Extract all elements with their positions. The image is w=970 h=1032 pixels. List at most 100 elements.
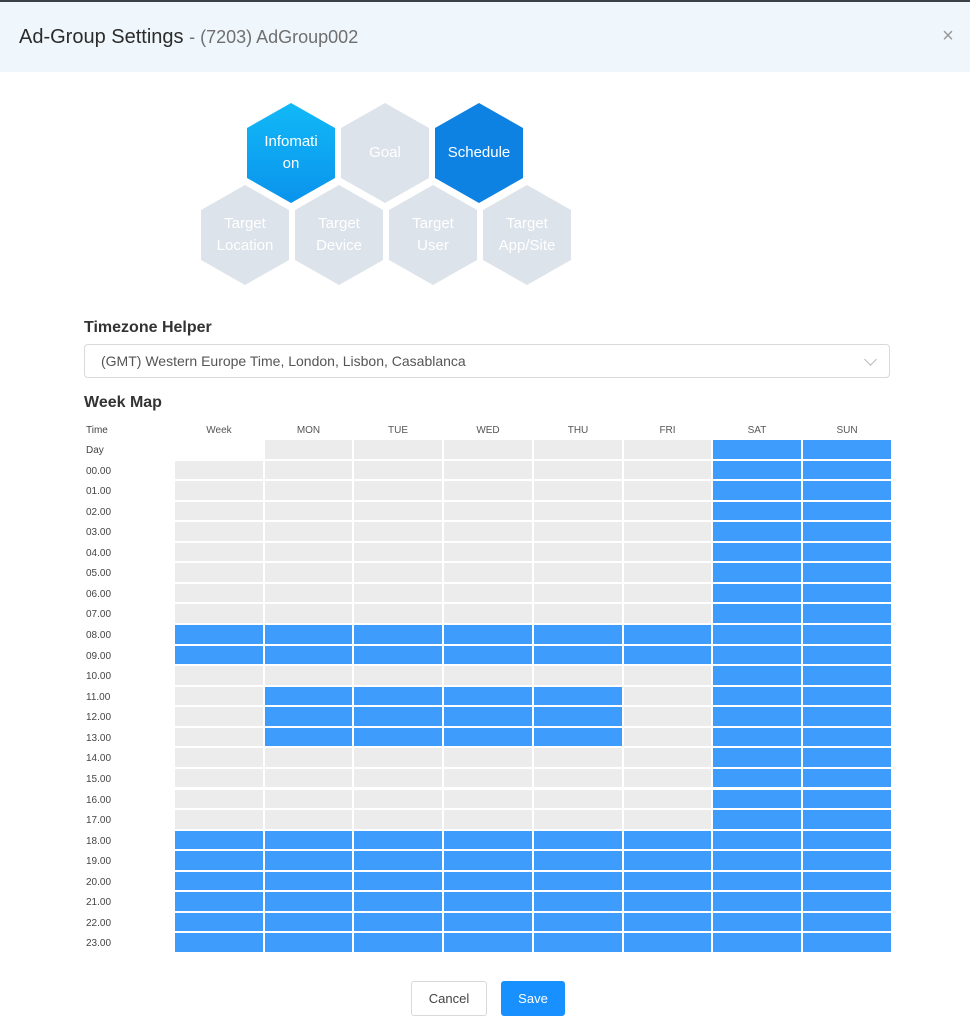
schedule-cell[interactable] [534, 625, 622, 644]
timezone-select[interactable]: (GMT) Western Europe Time, London, Lisbo… [84, 344, 890, 378]
schedule-cell[interactable] [534, 542, 622, 562]
schedule-cell[interactable] [624, 871, 711, 891]
hour-label[interactable]: 04.00 [86, 547, 112, 559]
schedule-cell[interactable] [265, 481, 352, 500]
schedule-cell[interactable] [444, 666, 532, 685]
schedule-cell[interactable] [534, 707, 622, 726]
schedule-cell[interactable] [265, 563, 352, 582]
schedule-cell[interactable] [624, 563, 711, 582]
hour-toggle-cell[interactable] [175, 645, 263, 665]
schedule-cell[interactable] [534, 892, 622, 911]
hour-toggle-cell[interactable] [175, 563, 263, 582]
schedule-cell[interactable] [803, 666, 891, 685]
hour-toggle-cell[interactable] [175, 542, 263, 562]
schedule-cell[interactable] [444, 583, 532, 603]
day-toggle-cell[interactable] [444, 440, 532, 459]
hour-label[interactable]: 06.00 [86, 588, 112, 600]
schedule-cell[interactable] [534, 583, 622, 603]
schedule-cell[interactable] [624, 830, 711, 850]
hour-toggle-cell[interactable] [175, 789, 263, 809]
schedule-cell[interactable] [624, 460, 711, 480]
column-header-week[interactable]: Week [206, 425, 232, 436]
schedule-cell[interactable] [713, 933, 801, 952]
schedule-cell[interactable] [713, 522, 801, 541]
column-header-thu[interactable]: THU [567, 425, 589, 436]
hour-toggle-cell[interactable] [175, 768, 263, 788]
hour-label[interactable]: 18.00 [86, 835, 112, 847]
hour-toggle-cell[interactable] [175, 707, 263, 726]
step-goal[interactable]: Goal [341, 103, 429, 203]
hour-toggle-cell[interactable] [175, 912, 263, 932]
hour-toggle-cell[interactable] [175, 830, 263, 850]
schedule-cell[interactable] [803, 522, 891, 541]
schedule-cell[interactable] [354, 810, 442, 829]
hour-toggle-cell[interactable] [175, 933, 263, 952]
schedule-cell[interactable] [713, 810, 801, 829]
schedule-cell[interactable] [803, 892, 891, 911]
hour-toggle-cell[interactable] [175, 522, 263, 541]
schedule-cell[interactable] [354, 666, 442, 685]
schedule-cell[interactable] [444, 892, 532, 911]
schedule-cell[interactable] [444, 686, 532, 706]
schedule-cell[interactable] [713, 583, 801, 603]
schedule-cell[interactable] [354, 604, 442, 623]
schedule-cell[interactable] [265, 871, 352, 891]
schedule-cell[interactable] [354, 871, 442, 891]
schedule-cell[interactable] [713, 851, 801, 870]
schedule-cell[interactable] [624, 645, 711, 665]
schedule-cell[interactable] [354, 851, 442, 870]
schedule-cell[interactable] [265, 810, 352, 829]
schedule-cell[interactable] [354, 912, 442, 932]
step-target-device[interactable]: Target Device [295, 185, 383, 285]
day-toggle-cell[interactable] [803, 440, 891, 459]
step-target-location[interactable]: Target Location [201, 185, 289, 285]
schedule-cell[interactable] [354, 768, 442, 788]
schedule-cell[interactable] [265, 625, 352, 644]
schedule-cell[interactable] [713, 481, 801, 500]
hour-label[interactable]: 22.00 [86, 917, 112, 929]
schedule-cell[interactable] [803, 481, 891, 500]
schedule-cell[interactable] [444, 912, 532, 932]
schedule-cell[interactable] [803, 871, 891, 891]
schedule-cell[interactable] [265, 830, 352, 850]
schedule-cell[interactable] [444, 501, 532, 521]
schedule-cell[interactable] [803, 686, 891, 706]
schedule-cell[interactable] [354, 583, 442, 603]
hour-toggle-cell[interactable] [175, 727, 263, 747]
schedule-cell[interactable] [713, 871, 801, 891]
schedule-cell[interactable] [444, 789, 532, 809]
hour-toggle-cell[interactable] [175, 583, 263, 603]
hour-label[interactable]: 00.00 [86, 465, 112, 477]
schedule-cell[interactable] [265, 666, 352, 685]
schedule-cell[interactable] [444, 933, 532, 952]
hour-label[interactable]: 19.00 [86, 856, 112, 868]
schedule-cell[interactable] [534, 727, 622, 747]
schedule-cell[interactable] [803, 460, 891, 480]
schedule-cell[interactable] [534, 830, 622, 850]
schedule-cell[interactable] [803, 604, 891, 623]
schedule-cell[interactable] [713, 604, 801, 623]
schedule-cell[interactable] [265, 768, 352, 788]
column-header-sun[interactable]: SUN [836, 425, 858, 436]
hour-label[interactable]: 03.00 [86, 527, 112, 539]
hour-label[interactable]: 17.00 [86, 815, 112, 827]
schedule-cell[interactable] [803, 810, 891, 829]
schedule-cell[interactable] [624, 707, 711, 726]
hour-toggle-cell[interactable] [175, 481, 263, 500]
step-schedule[interactable]: Schedule [435, 103, 523, 203]
schedule-cell[interactable] [354, 625, 442, 644]
schedule-cell[interactable] [624, 625, 711, 644]
column-header-fri[interactable]: FRI [659, 425, 676, 436]
schedule-cell[interactable] [803, 830, 891, 850]
hour-toggle-cell[interactable] [175, 810, 263, 829]
schedule-cell[interactable] [713, 748, 801, 767]
hour-toggle-cell[interactable] [175, 604, 263, 623]
schedule-cell[interactable] [444, 768, 532, 788]
hour-toggle-cell[interactable] [175, 851, 263, 870]
schedule-cell[interactable] [624, 583, 711, 603]
hour-toggle-cell[interactable] [175, 625, 263, 644]
schedule-cell[interactable] [265, 645, 352, 665]
step-target-user[interactable]: Target User [389, 185, 477, 285]
schedule-cell[interactable] [534, 460, 622, 480]
day-toggle-cell[interactable] [713, 440, 801, 459]
